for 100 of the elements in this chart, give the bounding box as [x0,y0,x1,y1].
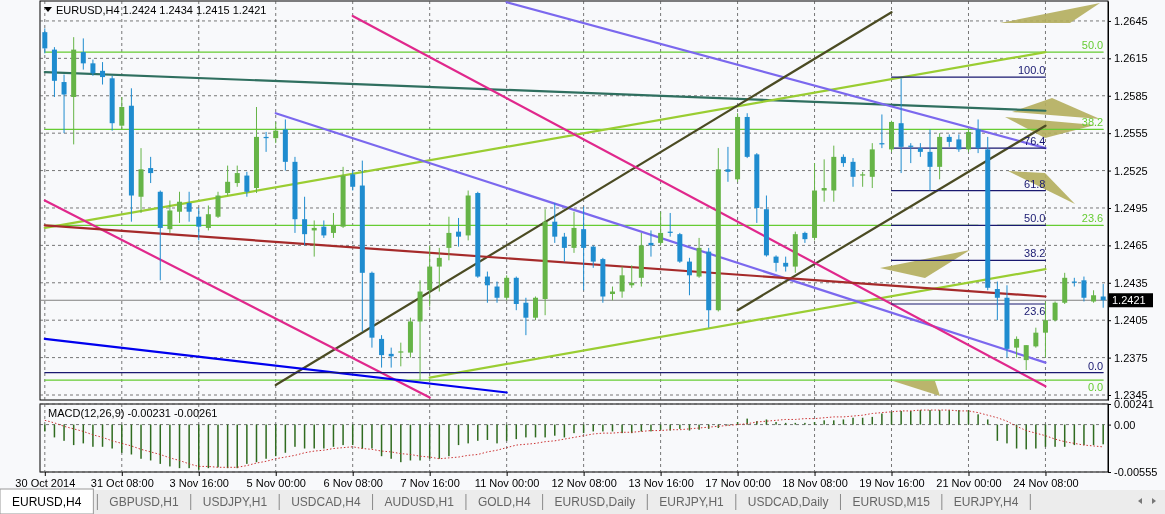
candlestick [658,211,664,246]
text: AUDUSD,H1 [384,495,455,509]
candlestick [177,191,183,224]
chart-title: MACD(12,26,9) -0.00231 -0.00261 [48,407,218,419]
candlestick [148,156,154,184]
x-tick-label: 3 Nov 16:00 [169,476,229,489]
series-label: 23.6 [1024,304,1046,317]
series-label: 38.2 [1024,247,1046,260]
y-tick-label: 1.2555 [1114,127,1148,140]
candlestick [1014,335,1020,359]
y-tick-label: 1.2465 [1114,239,1148,252]
candlestick [956,133,962,153]
y-tick-label: 1.2405 [1114,314,1148,327]
candlestick [686,257,692,296]
x-tick-label: 19 Nov 16:00 [859,476,925,489]
candlestick [302,196,308,246]
series-label: 0.0 [1087,359,1104,372]
candlestick [975,118,981,154]
y-tick-label: 1.2495 [1114,202,1148,214]
y-tick-label: 1.2615 [1114,52,1148,65]
text: GOLD,H4 [477,495,531,509]
candlestick [119,96,125,130]
x-tick-label: 31 Oct 08:00 [90,476,154,489]
candlestick [898,77,904,174]
candlestick [773,254,779,273]
candlestick [436,247,442,293]
candlestick [994,281,1000,321]
candlestick [552,202,558,244]
text: USDJPY,H1 [202,495,268,509]
candlestick [850,157,856,188]
text: EURJPY,H1 [659,495,725,509]
candlestick [494,281,500,304]
candlestick [244,171,250,198]
x-tick-label: 30 Oct 2014 [15,476,76,489]
candlestick [484,271,490,304]
candlestick [1023,344,1029,371]
candlestick [330,212,336,239]
y-tick-label: 1.2525 [1114,164,1148,177]
text: USDCAD,H4 [291,495,361,509]
candlestick [533,296,539,321]
text: USDCAD,Daily [747,495,829,509]
candlestick [523,297,529,336]
text: GBPUSD,H1 [109,495,180,509]
candlestick [398,342,404,367]
series-label: 50.0 [1024,212,1046,225]
candlestick [1081,276,1087,302]
y-tick-label: 1.2645 [1114,14,1148,27]
series-label: 100.0 [1017,64,1046,77]
chart-title: EURUSD,H4 1.2424 1.2434 1.2415 1.2421 [56,4,267,16]
candlestick [167,200,173,234]
candlestick [100,61,106,86]
candlestick [61,74,67,134]
x-tick-label: 24 Nov 08:00 [1013,476,1079,489]
candlestick [725,146,731,183]
candlestick [215,191,221,219]
candlestick [504,274,510,301]
candlestick [965,127,971,153]
series-label: 50.0 [1081,39,1104,52]
text: EURJPY,H4 [953,495,1019,509]
candlestick [205,204,211,231]
candlestick [273,121,279,144]
text: EURUSD,H4 [12,495,82,509]
candlestick [186,191,192,223]
candlestick [234,165,240,188]
x-tick-label: 17 Nov 00:00 [705,476,771,489]
candlestick [619,266,625,299]
text: EURUSD,Daily [554,495,636,509]
candlestick [1033,327,1039,349]
x-tick-label: 6 Nov 08:00 [323,476,383,489]
text: EURUSD,M15 [852,495,931,509]
candlestick [196,207,202,241]
candlestick [42,27,48,54]
series-label: 0.0 [1087,381,1104,394]
candlestick [1052,301,1058,322]
candlestick [927,128,933,192]
x-tick-label: 12 Nov 08:00 [551,476,617,489]
candlestick [821,158,827,203]
candlestick [80,37,86,71]
candlestick [379,334,385,369]
x-tick-label: 11 Nov 00:00 [474,476,540,489]
y-tick-label: 1.2435 [1114,276,1148,289]
candlestick [225,165,231,197]
x-tick-label: 7 Nov 16:00 [400,476,460,489]
y-tick-label: 1.2585 [1114,89,1148,102]
x-tick-label: 18 Nov 08:00 [782,476,848,489]
ref-line-label: 1.2421 [1112,294,1146,307]
series-label: 23.6 [1081,212,1104,225]
candlestick [427,244,433,307]
candlestick [571,211,577,254]
candlestick [581,206,587,291]
candlestick [561,232,567,263]
x-tick-label: 21 Nov 00:00 [936,476,1002,489]
candlestick [446,216,452,261]
candlestick [456,217,462,248]
candlestick [350,170,356,192]
series-label: 38.2 [1081,116,1104,129]
series-label: 76.4 [1024,135,1046,148]
series-label: 61.8 [1024,177,1046,190]
y-tick-label: 1.2375 [1114,351,1148,364]
y-tick-label: 0.00 [1114,418,1136,431]
